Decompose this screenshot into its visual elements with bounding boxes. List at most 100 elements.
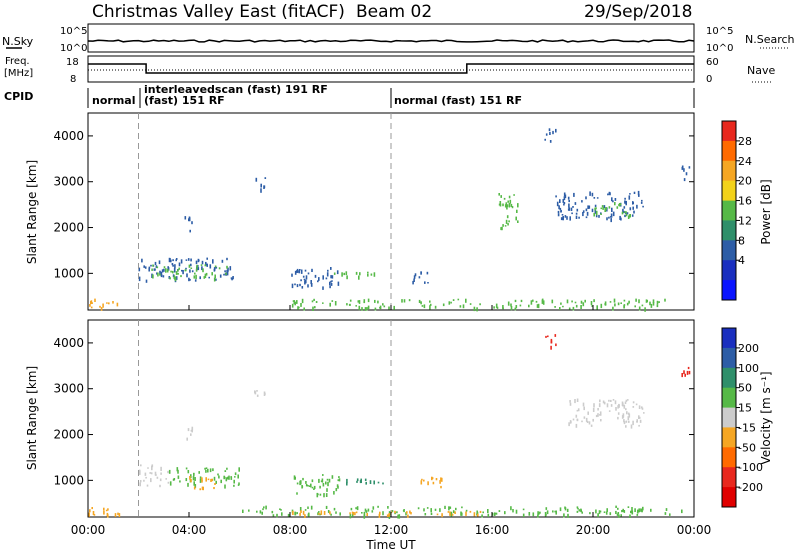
scatter-cell-11 <box>624 214 626 218</box>
scatter-cell-12 <box>615 407 617 411</box>
scatter-cell-9 <box>510 203 513 207</box>
scatter-cell-5 <box>254 390 256 394</box>
scatter-cell-5 <box>300 269 303 274</box>
scatter-cell-5 <box>294 270 297 275</box>
colorbar-tick-label: 15 <box>738 402 752 415</box>
scatter-cell-9 <box>522 513 525 517</box>
scatter-cell-9 <box>327 510 330 513</box>
scatter-cell-6 <box>322 483 325 487</box>
scatter-cell-10 <box>302 510 305 515</box>
scatter-cell-8 <box>357 300 360 303</box>
scatter-cell-6 <box>308 485 311 487</box>
scatter-cell-7 <box>413 275 416 279</box>
scatter-cell-8 <box>635 298 637 302</box>
scatter-cell-0 <box>88 512 90 517</box>
scatter-cell-9 <box>424 513 427 516</box>
scatter-cell-7 <box>346 482 348 486</box>
scatter-cell-12 <box>590 424 593 427</box>
scatter-cell-12 <box>592 418 594 422</box>
colorbar-segment <box>722 487 736 508</box>
scatter-cell-8 <box>329 302 331 307</box>
scatter-cell-9 <box>355 507 357 510</box>
scatter-cell-1 <box>160 472 162 475</box>
scatter-cell-8 <box>358 300 361 304</box>
colorbar-segment <box>722 121 736 142</box>
scatter-cell-10 <box>355 511 358 514</box>
scatter-cell-1 <box>171 263 174 266</box>
scatter-cell-1 <box>139 480 142 483</box>
scatter-cell-12 <box>617 416 619 420</box>
colorbar-segment <box>722 240 736 261</box>
scatter-cell-10 <box>352 512 355 516</box>
scatter-cell-8 <box>421 305 424 307</box>
scatter-cell-6 <box>321 478 324 483</box>
scatter-cell-2 <box>163 266 166 269</box>
scatter-cell-0 <box>114 513 117 517</box>
scatter-cell-11 <box>642 205 644 208</box>
scatter-cell-6 <box>296 492 298 495</box>
scatter-cell-2 <box>174 276 177 282</box>
scatter-cell-5 <box>304 280 306 285</box>
scatter-cell-7 <box>346 478 348 484</box>
scatter-cell-2 <box>173 275 176 280</box>
scatter-cell-5 <box>296 284 299 288</box>
scatter-cell-0 <box>108 302 110 305</box>
scatter-cell-1 <box>175 276 178 280</box>
scatter-cell-10 <box>318 512 320 515</box>
power-colorbar-label: Power [dB] <box>759 179 773 244</box>
scatter-cell-12 <box>599 399 601 403</box>
scatter-cell-0 <box>89 509 91 513</box>
scatter-cell-12 <box>643 412 645 414</box>
scatter-cell-8 <box>617 302 620 306</box>
scatter-cell-9 <box>508 220 510 223</box>
scatter-cell-12 <box>625 425 627 428</box>
scatter-cell-1 <box>175 259 177 262</box>
scatter-cell-12 <box>608 206 611 209</box>
scatter-cell-11 <box>575 212 578 215</box>
nsky-panel: N.Sky 10^5 10^0 10^5 10^0 N.Search <box>2 23 795 54</box>
scatter-cell-12 <box>587 411 589 415</box>
scatter-cell-9 <box>265 505 267 510</box>
scatter-cell-12 <box>630 424 633 429</box>
scatter-cell-11 <box>566 216 568 220</box>
scatter-cell-11 <box>626 212 629 215</box>
scatter-cell-9 <box>367 508 370 512</box>
cpid-seg-normal-151: normal (fast) 151 RF <box>394 94 522 107</box>
scatter-cell-12 <box>595 207 597 210</box>
scatter-cell-11 <box>585 208 588 212</box>
scatter-cell-2 <box>156 266 159 269</box>
scatter-cell-11 <box>623 210 625 214</box>
scatter-cell-13 <box>683 178 686 182</box>
scatter-cell-1 <box>167 470 169 474</box>
xtick-label: 04:00 <box>172 523 207 537</box>
scatter-cell-1 <box>150 472 153 475</box>
scatter-cell-8 <box>600 303 603 309</box>
scatter-cell-9 <box>310 505 313 510</box>
scatter-cell-2 <box>187 482 189 487</box>
scatter-cell-9 <box>417 507 420 510</box>
scatter-cell-8 <box>427 481 429 486</box>
scatter-cell-9 <box>576 510 579 513</box>
scatter-cell-9 <box>325 505 328 509</box>
scatter-cell-10 <box>388 513 390 517</box>
scatter-cell-11 <box>629 207 632 211</box>
scatter-cell-12 <box>602 400 605 404</box>
scatter-cell-11 <box>608 216 610 219</box>
scatter-cell-9 <box>545 513 547 516</box>
scatter-cell-9 <box>623 510 626 513</box>
scatter-cell-9 <box>508 195 511 199</box>
scatter-cell-4 <box>260 188 262 193</box>
scatter-cell-1 <box>172 264 174 267</box>
scatter-cell-1 <box>206 263 208 267</box>
freq-unit: [MHz] <box>4 68 33 79</box>
scatter-cell-5 <box>327 269 329 272</box>
scatter-cell-12 <box>595 414 598 418</box>
scatter-cell-9 <box>448 506 450 511</box>
scatter-cell-5 <box>331 275 334 279</box>
scatter-cell-10 <box>479 510 482 513</box>
scatter-cell-2 <box>176 467 179 472</box>
scatter-cell-8 <box>355 305 357 307</box>
scatter-cell-2 <box>195 274 197 280</box>
scatter-cell-1 <box>139 482 141 487</box>
scatter-cell-0 <box>112 301 114 304</box>
